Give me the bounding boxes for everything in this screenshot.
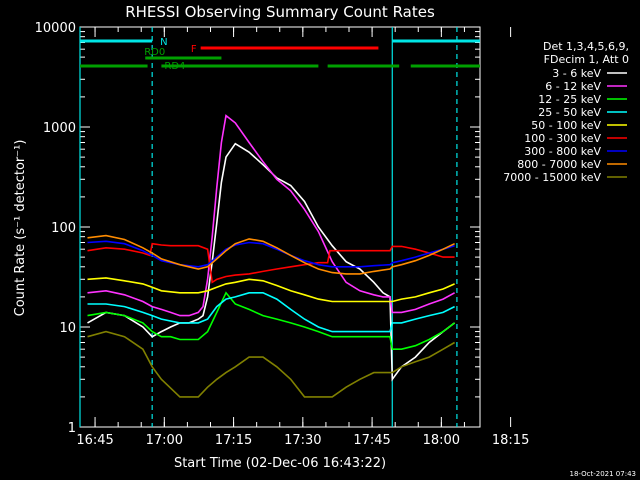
series-line — [87, 240, 455, 268]
legend-label: 800 - 7000 keV — [517, 158, 601, 171]
x-axis-label: Start Time (02-Dec-06 16:43:22) — [174, 456, 386, 471]
legend-label: 100 - 300 keV — [524, 132, 601, 145]
legend-label: 50 - 100 keV — [531, 119, 601, 132]
flag-label: RD0 — [144, 47, 165, 58]
series-line — [87, 234, 455, 275]
flag-label: N — [160, 37, 167, 48]
legend-header-detectors: Det 1,3,4,5,6,9, — [543, 40, 629, 53]
y-tick-label: 1000 — [43, 121, 76, 136]
series-line — [87, 277, 455, 303]
x-tick-label: 18:15 — [492, 433, 529, 448]
legend-label: 7000 - 15000 keV — [503, 171, 601, 184]
plot-area: 1 10 100 1000 10000 16:45 17:00 17:15 17:30 17:45… — [35, 21, 530, 448]
x-tick-label: 17:15 — [215, 433, 252, 448]
legend-label: 3 - 6 keV — [552, 67, 601, 80]
legend-label: 25 - 50 keV — [538, 106, 601, 119]
series-line — [87, 291, 455, 333]
x-tick-label: 18:00 — [423, 433, 460, 448]
y-tick-label: 10 — [59, 321, 76, 336]
y-tick-label: 1 — [68, 421, 76, 436]
y-axis-label: Count Rate (s⁻¹ detector⁻¹) — [13, 140, 28, 317]
plot-frame — [79, 26, 481, 428]
x-tick-label: 17:30 — [284, 433, 321, 448]
flag-label: F — [191, 44, 197, 55]
chart-title: RHESSI Observing Summary Count Rates — [125, 3, 435, 21]
x-tick-label: 16:45 — [76, 433, 113, 448]
legend-header-decimation: FDecim 1, Att 0 — [544, 53, 629, 66]
series-line — [87, 142, 456, 382]
legend-label: 300 - 800 keV — [524, 145, 601, 158]
series-line — [87, 242, 455, 284]
legend-label: 12 - 25 keV — [538, 93, 601, 106]
y-tick-label: 10000 — [35, 21, 76, 36]
series-line — [87, 114, 455, 317]
flag-label: RD4 — [164, 61, 185, 72]
timestamp: 18-Oct-2021 07:43 — [570, 470, 636, 478]
x-tick-label: 17:45 — [353, 433, 390, 448]
series-line — [87, 330, 456, 398]
legend-label: 6 - 12 keV — [545, 80, 601, 93]
x-tick-label: 17:00 — [146, 433, 183, 448]
y-tick-label: 100 — [51, 221, 76, 236]
series-line — [87, 291, 456, 351]
